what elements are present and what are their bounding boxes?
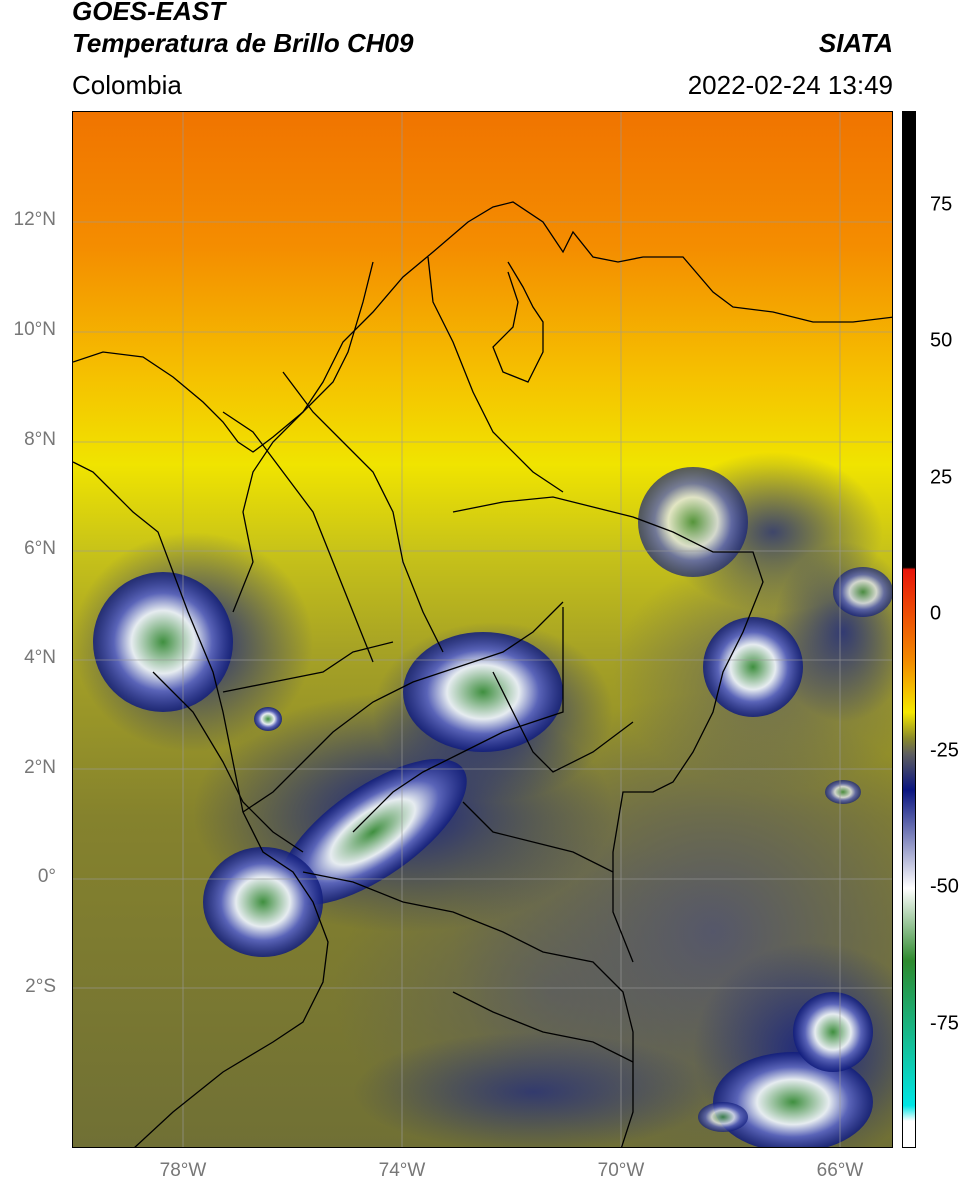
colorbar-tick: -25 <box>930 739 959 762</box>
region-label: Colombia <box>72 70 182 100</box>
lat-label: 2°N <box>24 757 56 778</box>
lat-label: 0° <box>37 866 56 887</box>
brightness-temperature-map <box>72 111 893 1148</box>
colorbar-tick: 25 <box>930 466 953 489</box>
colorbar-tick: -75 <box>930 1012 959 1035</box>
colorbar-tick: -50 <box>930 875 959 898</box>
colorbar-tick: 75 <box>930 193 953 216</box>
lon-label: 70°W <box>597 1160 645 1181</box>
product-title: Temperatura de Brillo CH09 <box>72 28 414 58</box>
lat-label: 12°N <box>13 209 56 230</box>
lat-label: 4°N <box>24 647 56 668</box>
colorbar <box>902 111 916 1148</box>
lat-label: 2°S <box>25 976 56 997</box>
timestamp-label: 2022-02-24 13:49 <box>687 70 893 100</box>
lat-label: 8°N <box>24 429 56 450</box>
colorbar-tick: 0 <box>930 602 942 625</box>
lon-label: 74°W <box>378 1160 426 1181</box>
lat-label: 10°N <box>13 319 56 340</box>
lon-label: 78°W <box>159 1160 207 1181</box>
map-canvas <box>73 112 892 1147</box>
colorbar-tick: 50 <box>930 329 953 352</box>
satellite-title: GOES-EAST <box>72 0 226 26</box>
lat-label: 6°N <box>24 538 56 559</box>
agency-label: SIATA <box>818 28 893 58</box>
lon-label: 66°W <box>816 1160 864 1181</box>
